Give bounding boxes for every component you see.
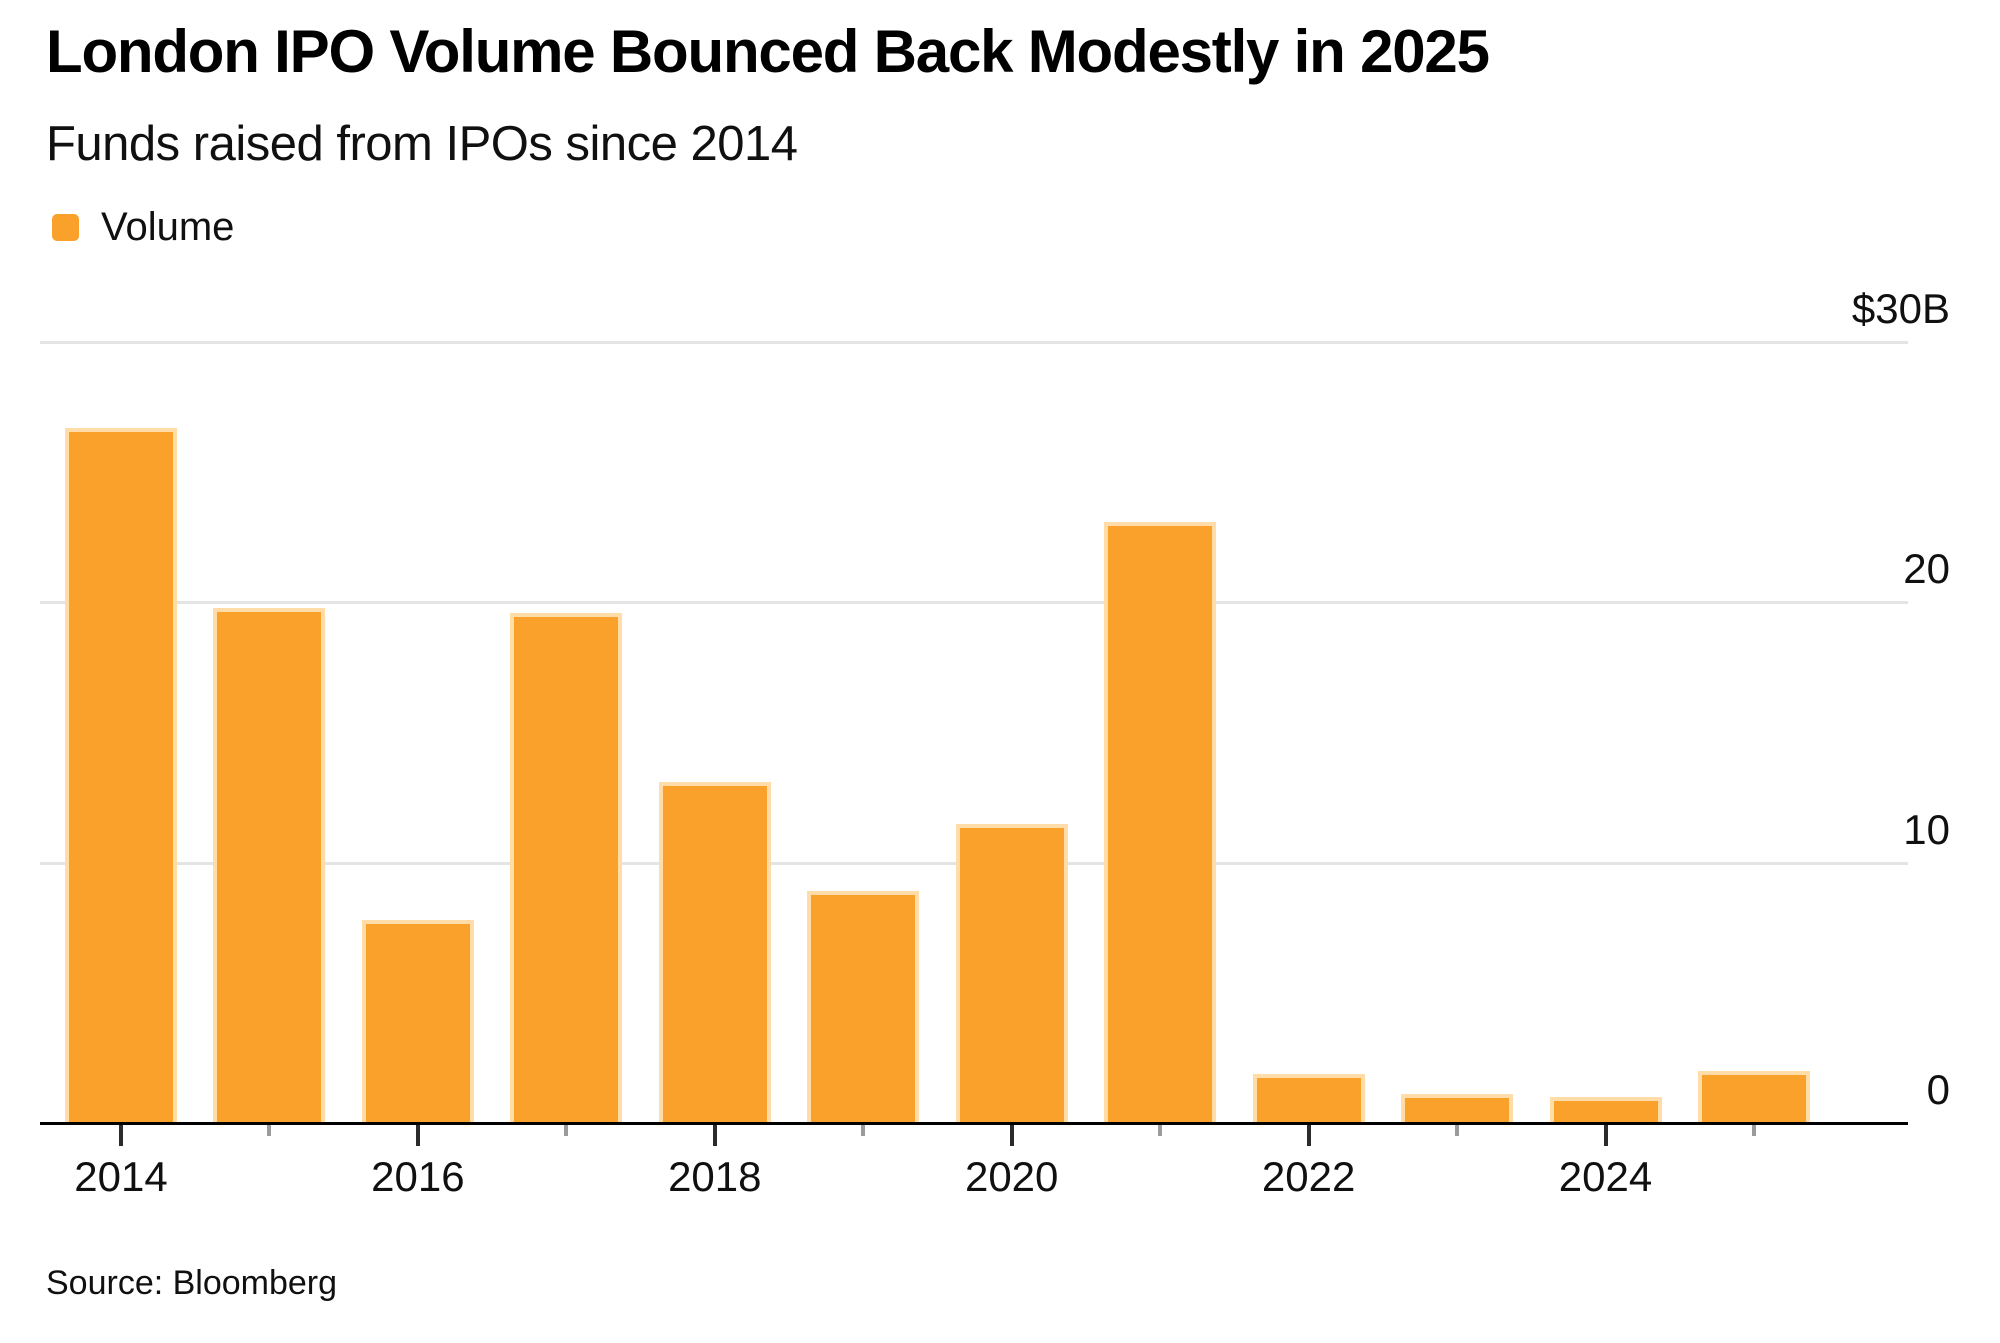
x-axis-label-2016: 2016 (371, 1153, 465, 1200)
legend: Volume (52, 205, 234, 250)
x-axis-label-2024: 2024 (1558, 1153, 1653, 1200)
x-major-tick-2022 (1306, 1125, 1311, 1146)
y-axis-label-10: 10 (1903, 805, 1950, 853)
x-minor-tick-2025 (1751, 1125, 1756, 1136)
x-minor-tick-2019 (861, 1125, 866, 1136)
x-major-tick-2016 (415, 1125, 420, 1146)
x-minor-tick-2023 (1455, 1125, 1460, 1136)
y-axis-label-20: 20 (1903, 545, 1950, 593)
x-axis-label-2018: 2018 (668, 1153, 762, 1200)
x-major-tick-2024 (1603, 1125, 1608, 1146)
chart-subtitle: Funds raised from IPOs since 2014 (46, 117, 798, 171)
x-minor-tick-2017 (564, 1125, 569, 1136)
bar-2015 (213, 607, 326, 1125)
x-major-tick-2014 (119, 1125, 123, 1146)
bar-2014 (65, 427, 177, 1125)
bar-2021 (1104, 521, 1217, 1125)
bar-2020 (955, 823, 1068, 1125)
bar-2016 (361, 919, 474, 1125)
source-label: Source: Bloomberg (46, 1264, 338, 1302)
x-axis-label-2014: 2014 (74, 1153, 168, 1200)
legend-volume-swatch (52, 214, 79, 241)
y-axis-label-0: 0 (1926, 1066, 1950, 1113)
x-axis-line (40, 1122, 1908, 1125)
y-axis-label-30: $30B (1851, 285, 1950, 332)
bar-2018 (658, 781, 771, 1125)
x-axis-label-2020: 2020 (964, 1153, 1059, 1200)
bar-2019 (807, 891, 920, 1125)
bar-2025 (1697, 1070, 1810, 1125)
legend-volume-label: Volume (101, 205, 235, 249)
bar-2024 (1549, 1096, 1662, 1125)
x-axis-label-2022: 2022 (1261, 1153, 1356, 1200)
bar-2017 (510, 612, 623, 1125)
chart-title: London IPO Volume Bounced Back Modestly … (46, 18, 1490, 85)
x-major-tick-2018 (712, 1125, 717, 1146)
x-major-tick-2020 (1009, 1125, 1014, 1146)
gridline-30 (40, 341, 1908, 344)
bar-2023 (1401, 1094, 1514, 1125)
x-minor-tick-2021 (1158, 1125, 1163, 1136)
x-minor-tick-2015 (267, 1125, 272, 1136)
bar-2022 (1252, 1073, 1365, 1125)
gridline-20 (40, 601, 1908, 605)
